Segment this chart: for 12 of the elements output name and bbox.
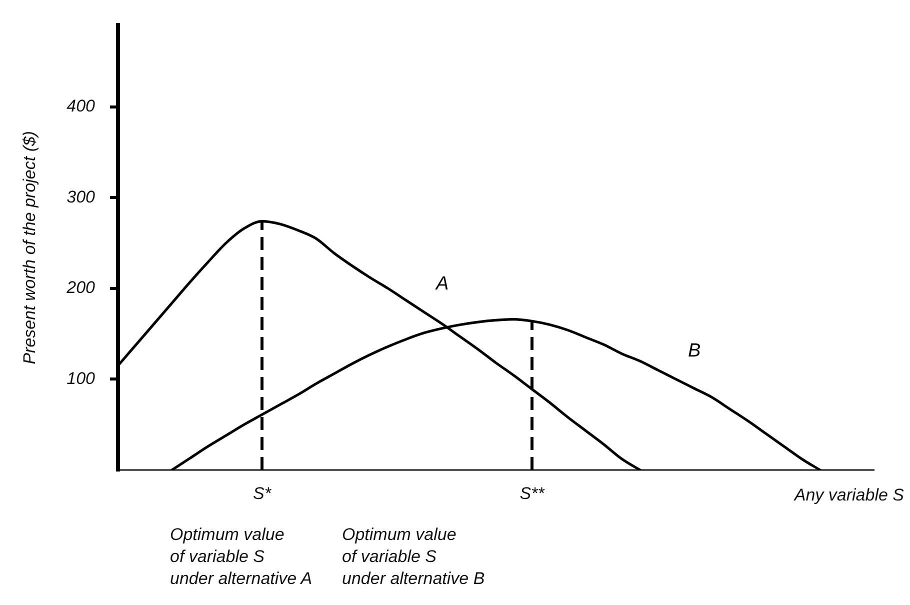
text: Optimum value of variable S under alternative A <box>170 524 312 590</box>
x-tick-label: S* <box>253 484 272 503</box>
x-axis-title: Any variable S <box>793 486 905 505</box>
y-tick-label: 100 <box>66 368 96 388</box>
series-label: B <box>688 340 701 362</box>
x-tick-label: S** <box>520 484 546 503</box>
y-tick-label: 300 <box>66 187 96 206</box>
y-tick-label: 400 <box>66 96 96 116</box>
y-tick-label: 200 <box>66 278 96 298</box>
text: Optimum value of variable S under alternative B <box>342 524 485 590</box>
series-label: A <box>435 273 449 294</box>
y-axis-title: Present worth of the project ($) <box>20 130 39 364</box>
